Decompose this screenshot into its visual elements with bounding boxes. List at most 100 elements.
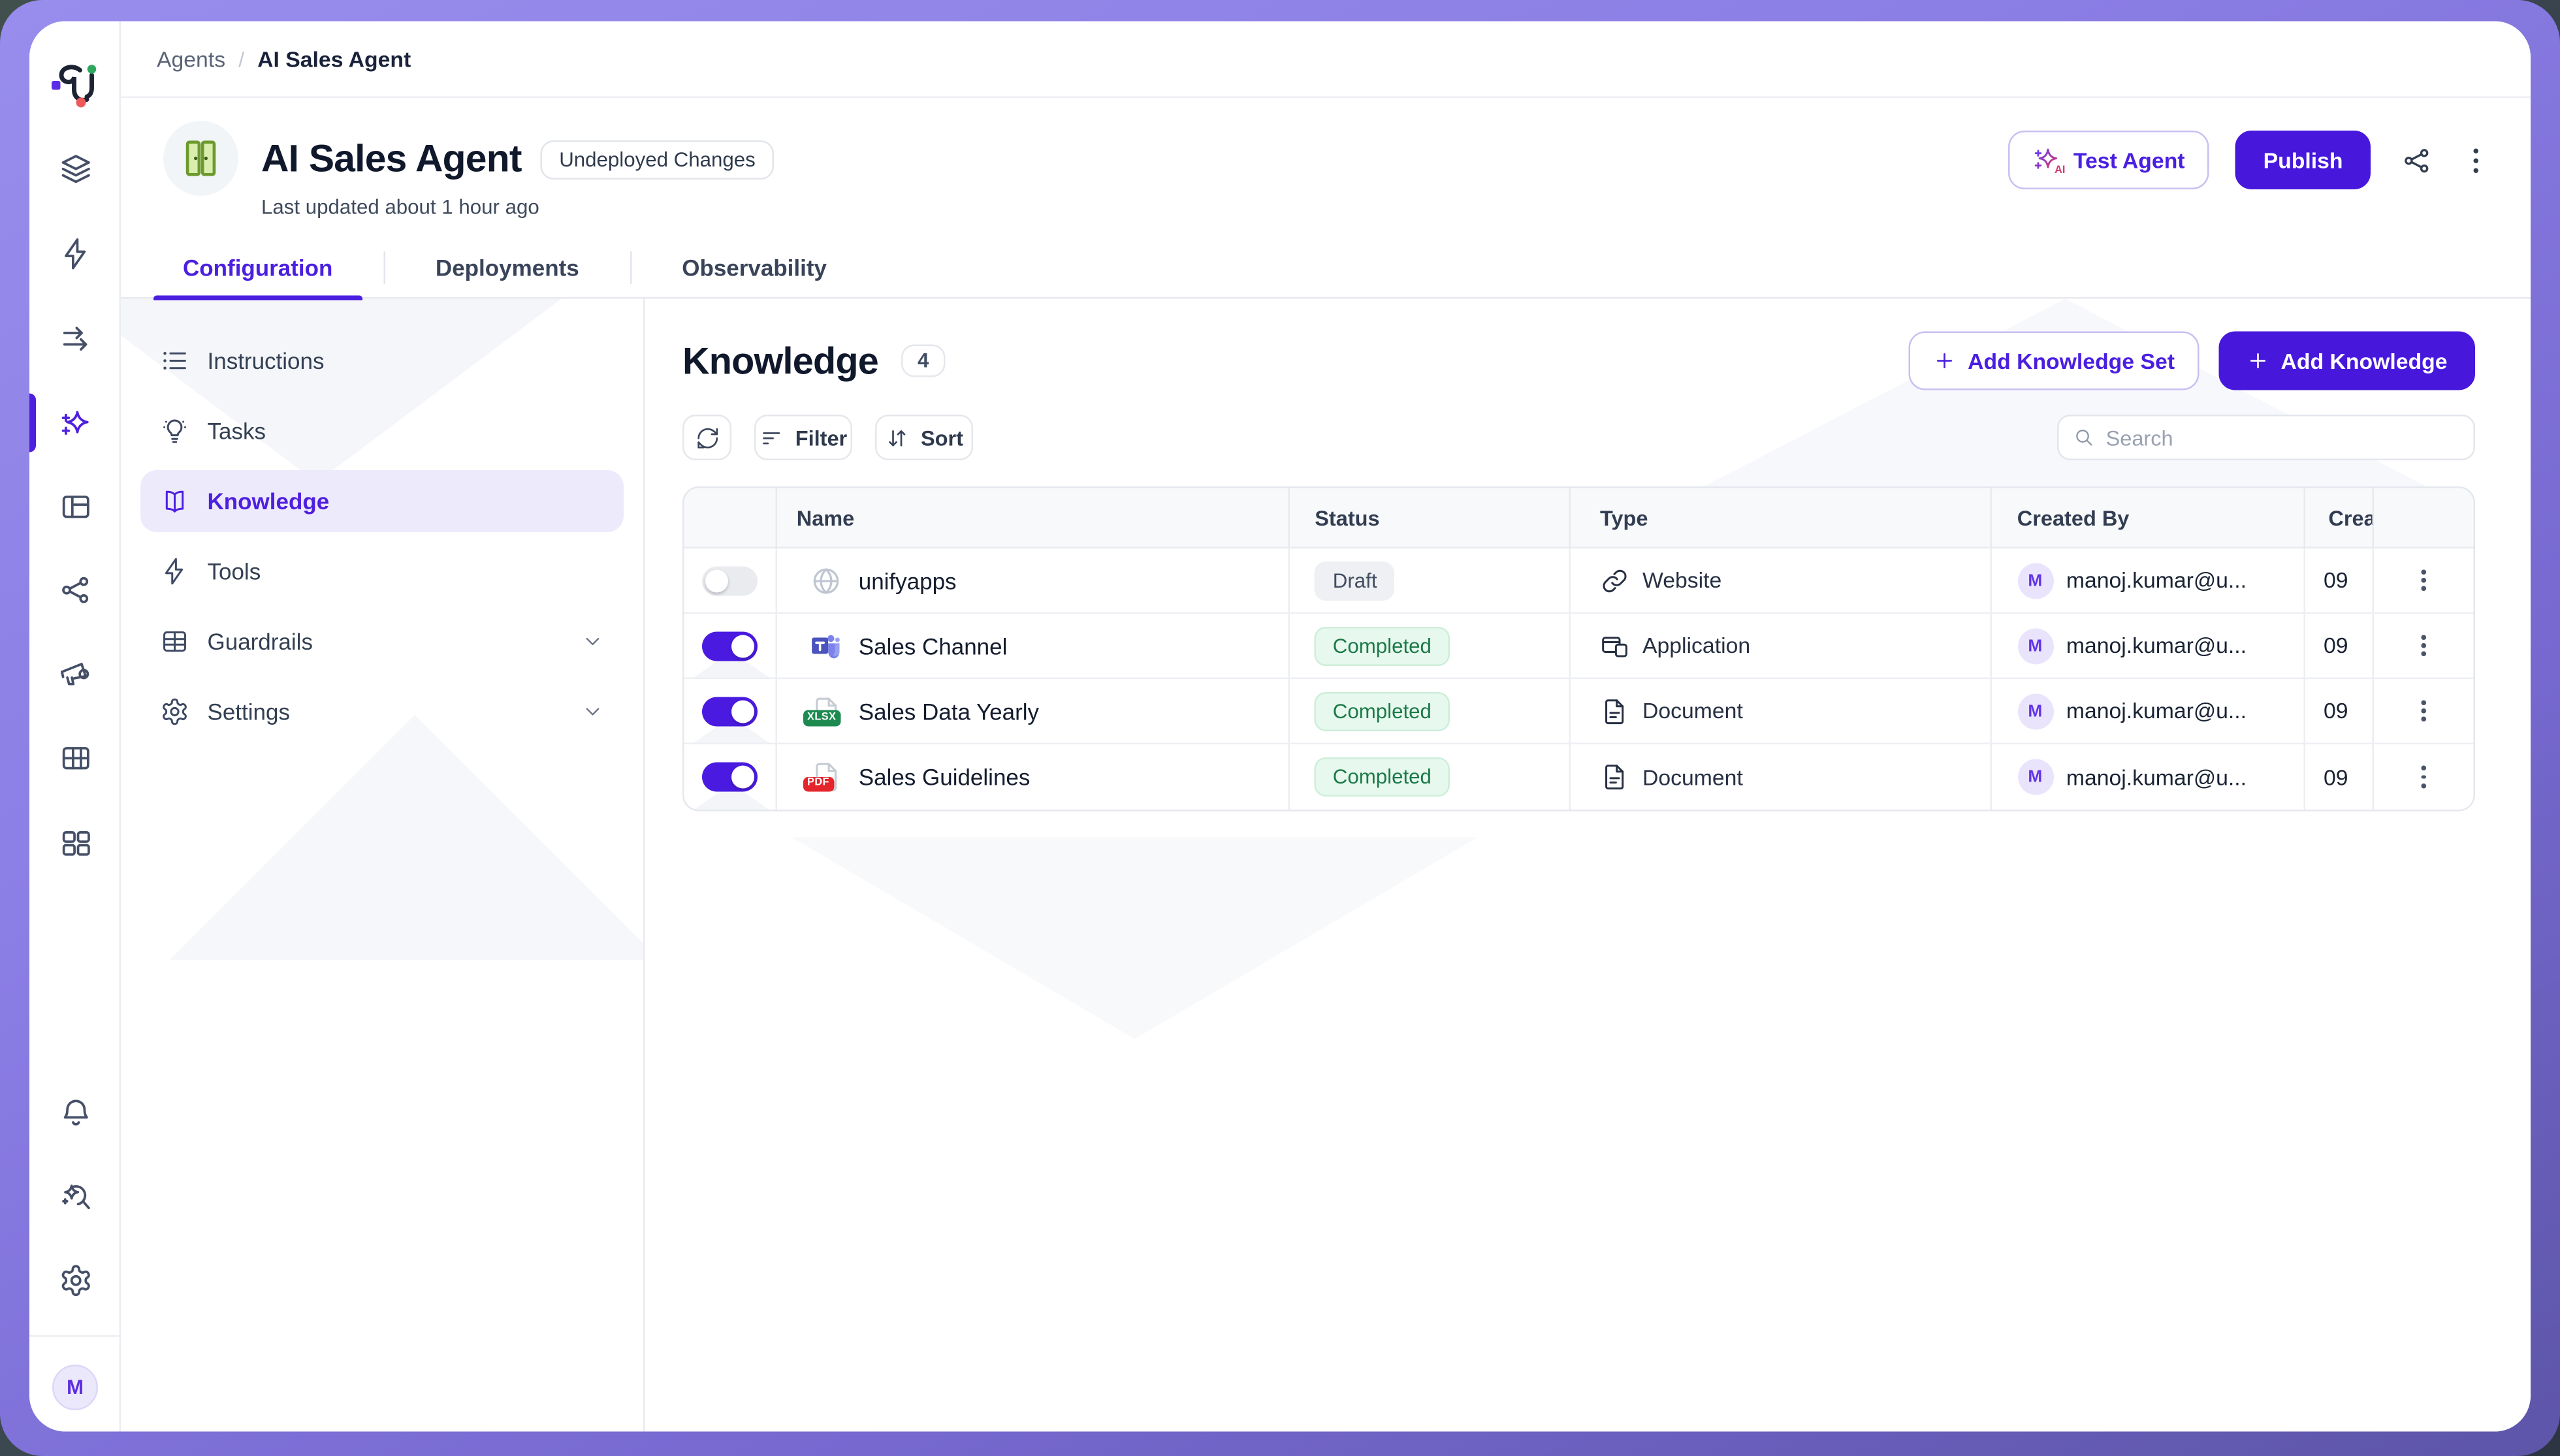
breadcrumb-current: AI Sales Agent — [257, 46, 411, 71]
sidebar-item-tasks[interactable]: Tasks — [140, 400, 624, 462]
table-row[interactable]: PDF Sales Guidelines Completed Document — [684, 744, 2474, 810]
lightbulb-icon — [160, 417, 189, 446]
row-more-options-icon[interactable] — [2415, 563, 2433, 597]
sidebar-item-settings[interactable]: Settings — [140, 681, 624, 743]
enable-toggle[interactable] — [702, 631, 758, 660]
ms-teams-icon — [810, 629, 842, 662]
sort-icon — [885, 425, 910, 450]
sidebar-item-instructions[interactable]: Instructions — [140, 330, 624, 392]
page-title: AI Sales Agent — [261, 137, 522, 182]
sidebar-item-tools[interactable]: Tools — [140, 541, 624, 603]
creator-avatar: M — [2017, 562, 2053, 598]
row-more-options-icon[interactable] — [2415, 628, 2433, 663]
filter-button[interactable]: Filter — [754, 415, 852, 460]
knowledge-table: Name Status Type Created By Created — [682, 486, 2475, 812]
unifyapps-logo[interactable] — [51, 62, 100, 108]
tab-divider — [383, 251, 385, 283]
table-row[interactable]: unifyapps Draft Website M manoj.kumar@u.… — [684, 548, 2474, 614]
settings-gear-icon[interactable] — [57, 1262, 93, 1298]
created-date: 09 — [2324, 568, 2348, 593]
test-agent-button[interactable]: AI Test Agent — [2008, 131, 2209, 189]
creator-email: manoj.kumar@u... — [2066, 568, 2247, 593]
add-knowledge-button[interactable]: Add Knowledge — [2219, 332, 2476, 390]
tab-bar: Configuration Deployments Observability — [121, 237, 2531, 299]
breadcrumb-agents-link[interactable]: Agents — [157, 46, 225, 71]
ai-agents-sparkle-icon[interactable] — [57, 405, 93, 441]
sidebar-item-guardrails[interactable]: Guardrails — [140, 610, 624, 673]
window-frame: M Agents / AI Sales Agent — [0, 0, 2560, 1456]
table-row[interactable]: Sales Channel Completed Application M ma… — [684, 614, 2474, 679]
green-door-icon — [178, 136, 224, 182]
chevron-down-icon — [581, 701, 604, 723]
row-more-options-icon[interactable] — [2415, 693, 2433, 728]
sort-button[interactable]: Sort — [875, 415, 973, 460]
sidebar-item-knowledge[interactable]: Knowledge — [140, 470, 624, 532]
creator-email: manoj.kumar@u... — [2066, 699, 2247, 723]
table-row[interactable]: XLSX Sales Data Yearly Completed Documen… — [684, 679, 2474, 744]
status-badge: Completed — [1315, 757, 1449, 797]
status-badge: Completed — [1315, 626, 1449, 665]
share-nodes-icon[interactable] — [57, 571, 93, 607]
add-knowledge-set-button[interactable]: Add Knowledge Set — [1909, 332, 2199, 390]
chevron-down-icon — [581, 630, 604, 653]
search-input[interactable] — [2106, 425, 2459, 450]
plus-icon — [1934, 349, 1957, 372]
grid-table-icon — [160, 627, 189, 656]
lightning-icon[interactable] — [57, 235, 93, 271]
panel-layout-icon[interactable] — [57, 488, 93, 524]
agent-avatar — [163, 121, 238, 196]
more-options-icon[interactable] — [2462, 140, 2488, 180]
publish-button[interactable]: Publish — [2235, 131, 2371, 189]
table-icon[interactable] — [57, 740, 93, 776]
column-header-status: Status — [1315, 505, 1379, 530]
double-arrow-icon[interactable] — [57, 320, 93, 356]
table-header-row: Name Status Type Created By Created — [684, 488, 2474, 549]
knowledge-type: Document — [1642, 765, 1743, 789]
notifications-bell-icon[interactable] — [57, 1094, 93, 1130]
created-date: 09 — [2324, 765, 2348, 789]
knowledge-name: Sales Channel — [859, 633, 1008, 659]
status-badge: Draft — [1315, 561, 1395, 600]
creator-email: manoj.kumar@u... — [2066, 765, 2247, 789]
tab-observability[interactable]: Observability — [652, 236, 856, 298]
link-icon — [1600, 565, 1629, 595]
knowledge-count-badge: 4 — [901, 345, 945, 377]
search-icon — [2073, 426, 2094, 449]
gear-icon — [160, 697, 189, 727]
tab-configuration[interactable]: Configuration — [153, 236, 362, 298]
created-date: 09 — [2324, 633, 2348, 658]
tab-deployments[interactable]: Deployments — [406, 236, 609, 298]
megaphone-icon[interactable] — [57, 655, 93, 691]
column-header-created: Created — [2328, 505, 2374, 530]
section-title: Knowledge — [682, 339, 878, 383]
knowledge-panel: Knowledge 4 Add Knowledge Set Add Knowle… — [645, 299, 2531, 1432]
enable-toggle[interactable] — [702, 763, 758, 792]
publish-label: Publish — [2264, 148, 2343, 172]
filter-icon — [760, 425, 784, 450]
enable-toggle[interactable] — [702, 696, 758, 725]
ai-search-icon[interactable] — [57, 1179, 93, 1214]
breadcrumb-separator: / — [238, 46, 244, 71]
layers-icon[interactable] — [57, 150, 93, 186]
globe-icon — [810, 564, 842, 597]
enable-toggle[interactable] — [702, 565, 758, 595]
apps-grid-icon[interactable] — [57, 825, 93, 861]
refresh-icon — [695, 425, 720, 450]
creator-avatar: M — [2017, 759, 2053, 795]
lightning-icon — [160, 557, 189, 586]
table-toolbar: Filter Sort — [682, 415, 2475, 460]
app-window: M Agents / AI Sales Agent — [29, 22, 2531, 1432]
test-agent-label: Test Agent — [2073, 148, 2185, 172]
document-icon — [1600, 763, 1629, 792]
refresh-button[interactable] — [682, 415, 731, 460]
column-header-type: Type — [1600, 505, 1648, 530]
tab-divider — [630, 251, 632, 283]
knowledge-name: unifyapps — [859, 567, 957, 593]
row-more-options-icon[interactable] — [2415, 759, 2433, 794]
list-icon — [160, 346, 189, 375]
status-badge: Completed — [1315, 691, 1449, 731]
user-avatar[interactable]: M — [52, 1365, 98, 1410]
share-icon[interactable] — [2397, 140, 2436, 180]
knowledge-name: Sales Guidelines — [859, 764, 1031, 790]
search-box — [2057, 415, 2475, 460]
